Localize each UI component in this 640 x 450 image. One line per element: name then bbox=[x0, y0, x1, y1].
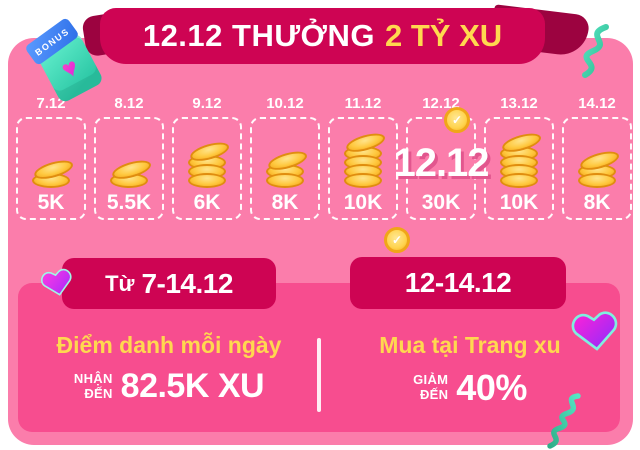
coin-page-promo-column: Mua tại Trang xu GIẢM ĐẾN 40% bbox=[322, 332, 618, 409]
days-row: 7.12 5K 8.12 5.5K 9.12 6K bbox=[16, 95, 640, 220]
coin-stack-icon bbox=[109, 156, 153, 188]
spring-squiggle-icon bbox=[547, 393, 581, 449]
coin-stack-icon bbox=[187, 138, 231, 188]
day-reward: 5K bbox=[37, 191, 65, 214]
coin-stack-icon bbox=[577, 147, 621, 188]
day-date: 11.12 bbox=[344, 95, 382, 112]
coin-stack-icon bbox=[499, 129, 543, 188]
period-prefix: Từ bbox=[105, 270, 135, 296]
day-checkin-box[interactable]: 12.12 ✓ 30K bbox=[393, 107, 490, 220]
day-reward: 10K bbox=[499, 191, 539, 214]
day-checkin-box[interactable]: 10K bbox=[328, 117, 398, 220]
checkin-amount-prefix: NHẬN ĐẾN bbox=[73, 370, 113, 401]
column-divider bbox=[317, 338, 321, 412]
special-day-overlay: 12.12 bbox=[393, 141, 489, 185]
coin-page-amount-prefix: GIẢM ĐẾN bbox=[413, 372, 449, 402]
day-card: 12.12 12.12 ✓ 30K bbox=[393, 95, 490, 220]
heart-gem-icon: ♥ bbox=[56, 51, 84, 85]
day-date: 14.12 bbox=[578, 95, 616, 112]
day-checkin-box[interactable]: 5.5K bbox=[94, 117, 164, 220]
period-range: 12-14.12 bbox=[404, 267, 512, 298]
day-checkin-box[interactable]: 8K bbox=[250, 117, 320, 220]
day-date: 9.12 bbox=[192, 95, 222, 112]
checkin-amount: 82.5K XU bbox=[120, 367, 265, 405]
day-checkin-box[interactable]: 6K bbox=[172, 117, 242, 220]
checkin-promo-column: Điểm danh mỗi ngày NHẬN ĐẾN 82.5K XU bbox=[20, 332, 318, 406]
coin-page-period-button[interactable]: 12-14.12 bbox=[350, 257, 566, 309]
day-reward: 10K bbox=[343, 191, 383, 214]
gem-icon bbox=[41, 268, 72, 296]
checkin-period-button[interactable]: Từ 7-14.12 bbox=[62, 258, 276, 309]
day-card: 7.12 5K bbox=[16, 95, 86, 220]
day-checkin-box[interactable]: 8K bbox=[562, 117, 632, 220]
day-date: 13.12 bbox=[500, 95, 538, 112]
day-card: 14.12 8K bbox=[562, 95, 632, 220]
checkin-headline: Điểm danh mỗi ngày bbox=[56, 332, 282, 358]
coin-page-amount: 40% bbox=[456, 367, 527, 408]
day-reward: 8K bbox=[583, 191, 611, 214]
bonus-decoration: ♥ BONUS bbox=[18, 10, 118, 105]
coin-page-amount-row: GIẢM ĐẾN 40% bbox=[322, 367, 618, 409]
period-range: 7-14.12 bbox=[141, 267, 233, 299]
ribbon-squiggle-icon bbox=[582, 24, 609, 78]
day-card: 10.12 8K bbox=[250, 95, 320, 220]
day-checkin-box[interactable]: 5K bbox=[16, 117, 86, 220]
header-title-white: 12.12 THƯỞNG bbox=[142, 18, 376, 53]
coin-stack-icon bbox=[265, 147, 309, 188]
checkin-amount-row: NHẬN ĐẾN 82.5K XU bbox=[20, 367, 318, 406]
day-date: 8.12 bbox=[114, 95, 144, 112]
coin-stack-icon bbox=[343, 129, 387, 188]
coin-stack-icon bbox=[31, 156, 75, 188]
day-card: 13.12 10K bbox=[484, 95, 554, 220]
day-card: 11.12 10K bbox=[328, 95, 398, 220]
day-checkin-box[interactable]: 10K bbox=[484, 117, 554, 220]
day-card: 9.12 6K bbox=[172, 95, 242, 220]
day-reward: 6K bbox=[193, 191, 221, 214]
header-title-yellow: 2 TỶ XU bbox=[385, 18, 503, 53]
day-reward: 5.5K bbox=[106, 191, 152, 214]
day-date: 10.12 bbox=[266, 95, 304, 112]
day-reward: 30K bbox=[421, 191, 461, 214]
header-ribbon: 12.12 THƯỞNG 2 TỶ XU bbox=[100, 8, 545, 64]
day-card: 8.12 5.5K bbox=[94, 95, 164, 220]
day-date: 7.12 bbox=[36, 95, 66, 112]
coin-check-icon: ✓ bbox=[384, 227, 410, 253]
coin-check-icon: ✓ bbox=[444, 107, 470, 133]
day-reward: 8K bbox=[271, 191, 299, 214]
coin-page-headline: Mua tại Trang xu bbox=[379, 332, 561, 358]
heart-gem-icon bbox=[571, 311, 618, 351]
